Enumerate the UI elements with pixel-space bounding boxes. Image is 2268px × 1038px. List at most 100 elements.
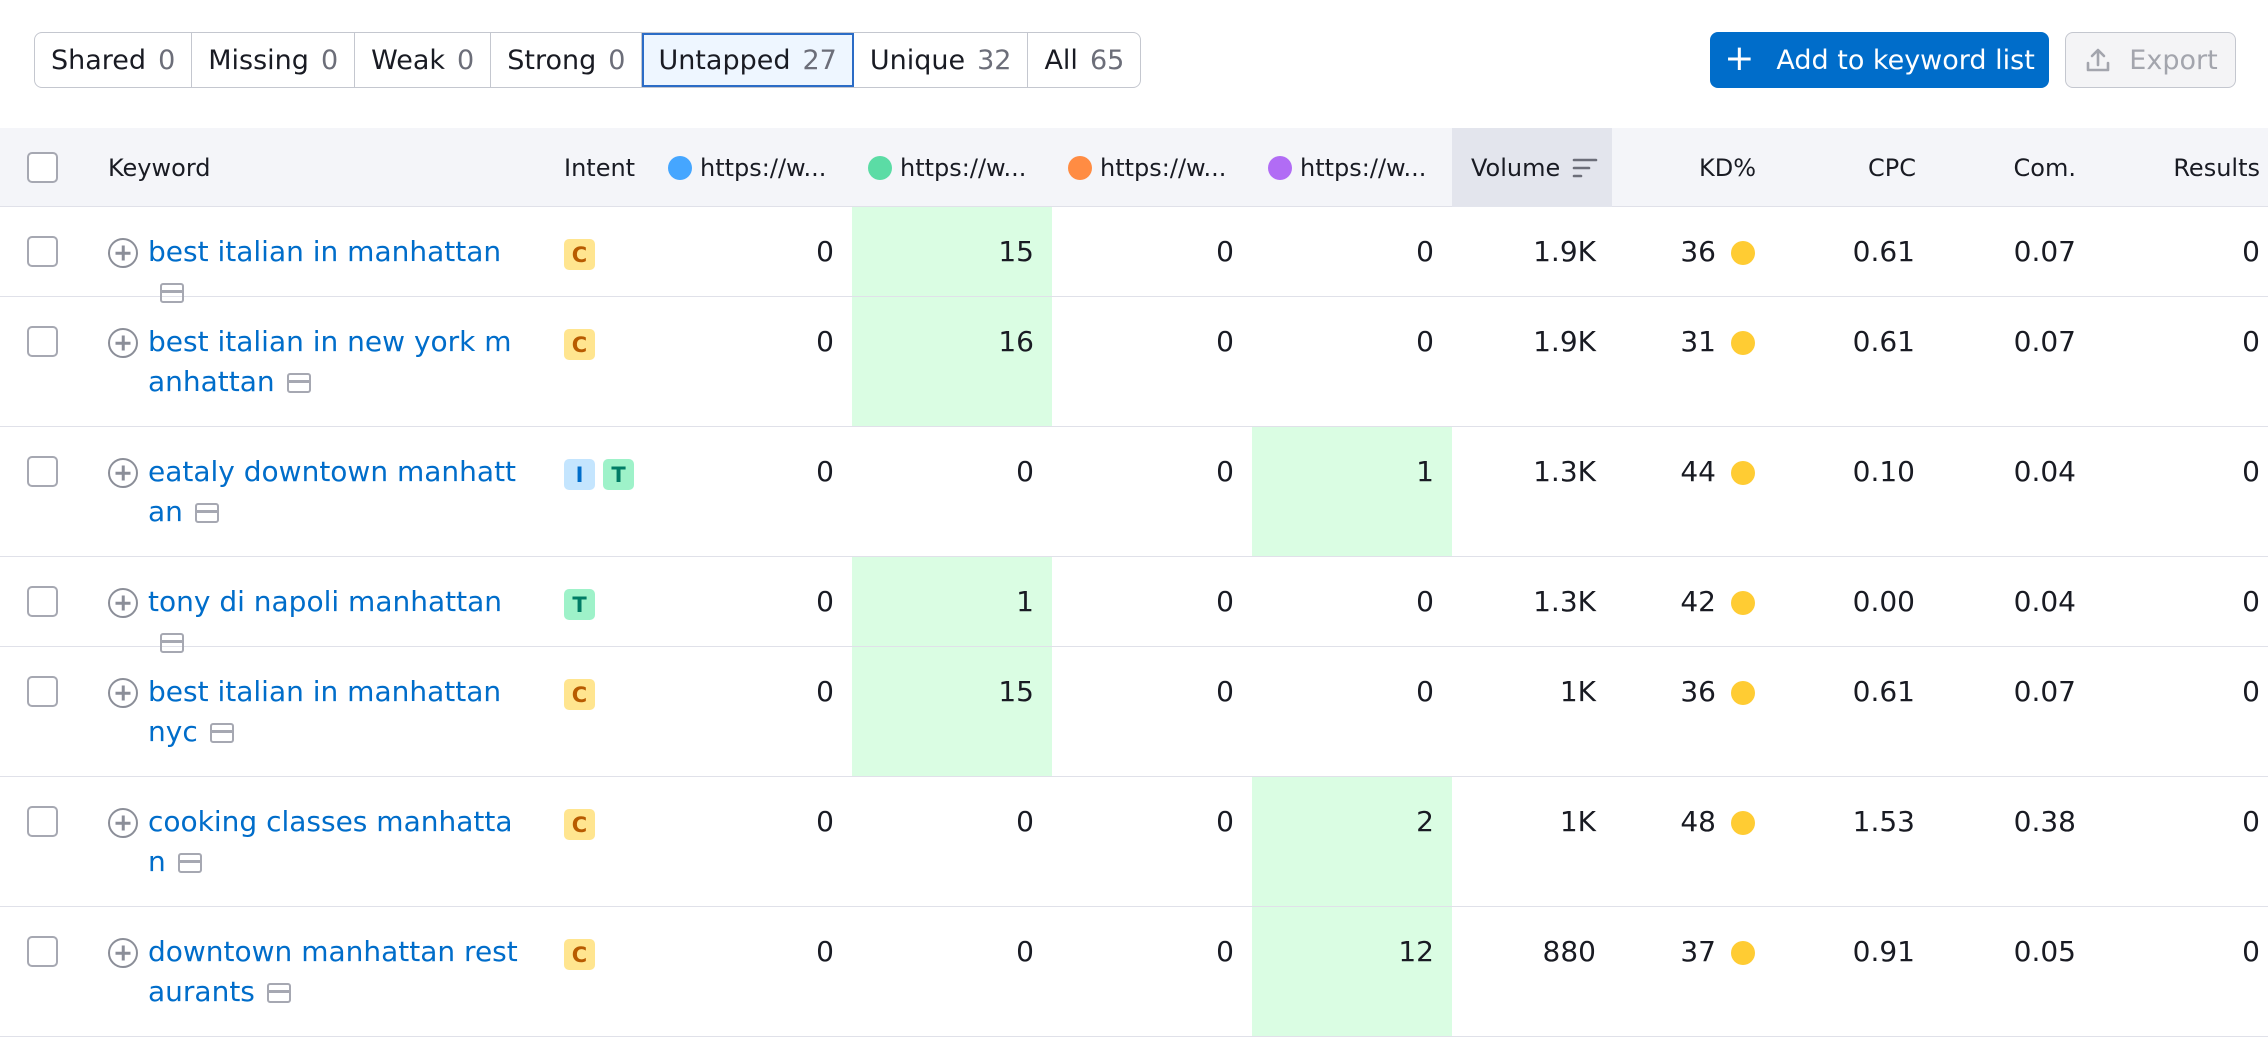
table-row: eataly downtown manhattan I T 0 0 0 1 1.3K 44 0.1… <box>0 427 2268 557</box>
results-column-header[interactable]: Results <box>2173 153 2260 182</box>
add-to-keyword-list-button[interactable]: + Add to keyword list <box>1710 32 2049 88</box>
keyword-link[interactable]: eataly downtown manhattan <box>148 455 517 528</box>
keyword-link[interactable]: tony di napoli manhattan <box>148 585 502 618</box>
keyword-link[interactable]: downtown manhattan restaurants <box>148 935 518 1008</box>
row-checkbox[interactable] <box>27 586 58 617</box>
keyword-link[interactable]: best italian in manhattan nyc <box>148 675 502 748</box>
domain-2-position: 0 <box>1016 805 1034 838</box>
intent-column-header[interactable]: Intent <box>564 153 636 182</box>
row-checkbox[interactable] <box>27 326 58 357</box>
row-checkbox[interactable] <box>27 936 58 967</box>
add-keyword-icon[interactable] <box>108 238 138 268</box>
kd-value: 36 <box>1680 235 1716 268</box>
intent-badge: C <box>564 679 595 710</box>
domain-4-position: 0 <box>1416 585 1434 618</box>
serp-features-icon[interactable] <box>286 373 311 393</box>
add-keyword-icon[interactable] <box>108 938 138 968</box>
kd-value: 44 <box>1680 455 1716 488</box>
kd-difficulty-dot-icon <box>1731 811 1755 835</box>
filter-tab-count: 0 <box>608 44 626 76</box>
domain-3-column-header[interactable]: https://w... <box>1068 128 1226 207</box>
select-all-checkbox[interactable] <box>27 152 58 183</box>
volume-value: 1.9K <box>1533 325 1596 358</box>
domain-1-label: https://w... <box>700 153 827 182</box>
filter-tab-label: Missing <box>208 44 309 76</box>
domain-4-position: 0 <box>1416 675 1434 708</box>
cpc-column-header[interactable]: CPC <box>1868 153 1916 182</box>
intent-badge: T <box>564 589 595 620</box>
serp-features-icon[interactable] <box>194 503 219 523</box>
add-keyword-icon[interactable] <box>108 458 138 488</box>
add-keyword-icon[interactable] <box>108 808 138 838</box>
kd-value: 42 <box>1680 585 1716 618</box>
com-value: 0.38 <box>2013 805 2076 838</box>
add-keyword-icon[interactable] <box>108 328 138 358</box>
serp-features-icon[interactable] <box>177 853 202 873</box>
serp-features-icon[interactable] <box>266 983 291 1003</box>
add-to-keyword-list-label: Add to keyword list <box>1776 44 2035 76</box>
keyword-column-header[interactable]: Keyword <box>108 153 211 182</box>
kd-difficulty-dot-icon <box>1731 461 1755 485</box>
domain-3-label: https://w... <box>1100 153 1227 182</box>
row-checkbox[interactable] <box>27 676 58 707</box>
keyword-cell: tony di napoli manhattan <box>108 582 528 662</box>
filter-tab-unique[interactable]: Unique 32 <box>854 33 1029 87</box>
row-checkbox[interactable] <box>27 806 58 837</box>
keyword-cell: best italian in manhattan nyc <box>108 672 528 752</box>
filter-tab-count: 0 <box>320 44 339 76</box>
best-position-highlight <box>852 297 1052 426</box>
table-row: best italian in new york manhattan C 0 16 0 0… <box>0 297 2268 427</box>
kd-column-header[interactable]: KD% <box>1698 153 1756 182</box>
volume-value: 1K <box>1559 805 1596 838</box>
domain-1-position: 0 <box>816 675 834 708</box>
filter-tab-count: 0 <box>158 44 176 76</box>
filter-tab-shared[interactable]: Shared 0 <box>35 33 193 87</box>
intent-badge: T <box>603 459 634 490</box>
export-button[interactable]: Export <box>2065 32 2236 88</box>
cpc-value: 0.00 <box>1852 585 1915 618</box>
filter-tab-strong[interactable]: Strong 0 <box>491 33 643 87</box>
plus-icon: + <box>1724 37 1755 79</box>
domain-1-column-header[interactable]: https://w... <box>668 128 826 207</box>
table-row: downtown manhattan restaurants C 0 0 0 12 880 3… <box>0 907 2268 1037</box>
add-keyword-icon[interactable] <box>108 588 138 618</box>
row-checkbox[interactable] <box>27 236 58 267</box>
results-value: 0 <box>2242 935 2260 968</box>
domain-3-position: 0 <box>1216 585 1234 618</box>
keyword-link[interactable]: cooking classes manhattan <box>148 805 513 878</box>
add-keyword-icon[interactable] <box>108 678 138 708</box>
best-position-highlight <box>1252 907 1452 1036</box>
keyword-link[interactable]: best italian in manhattan <box>148 235 502 268</box>
volume-column-header[interactable]: Volume <box>1452 128 1612 207</box>
table-row: cooking classes manhattan C 0 0 0 2 1K 48 1.53 0.… <box>0 777 2268 907</box>
volume-value: 880 <box>1542 935 1596 968</box>
filter-tab-missing[interactable]: Missing 0 <box>192 33 356 87</box>
kd-difficulty-dot-icon <box>1731 941 1755 965</box>
domain-1-position: 0 <box>816 585 834 618</box>
com-column-header[interactable]: Com. <box>2013 153 2076 182</box>
filter-tab-all[interactable]: All 65 <box>1028 33 1140 87</box>
volume-value: 1K <box>1559 675 1596 708</box>
keyword-cell: best italian in manhattan <box>108 232 528 312</box>
filter-tab-label: Unique <box>869 44 966 76</box>
filter-tab-untapped[interactable]: Untapped 27 <box>642 33 854 87</box>
row-checkbox[interactable] <box>27 456 58 487</box>
keyword-link[interactable]: best italian in new york manhattan <box>148 325 512 398</box>
keyword-cell: eataly downtown manhattan <box>108 452 528 532</box>
filter-tab-weak[interactable]: Weak 0 <box>355 33 492 87</box>
domain-4-column-header[interactable]: https://w... <box>1268 128 1426 207</box>
domain-2-column-header[interactable]: https://w... <box>868 128 1026 207</box>
domain-3-position: 0 <box>1216 675 1234 708</box>
volume-value: 1.9K <box>1533 235 1596 268</box>
domain-1-position: 0 <box>816 325 834 358</box>
domain-4-color-dot <box>1268 155 1292 180</box>
results-value: 0 <box>2242 235 2260 268</box>
serp-features-icon[interactable] <box>209 723 234 743</box>
serp-features-icon[interactable] <box>160 633 184 653</box>
volume-label: Volume <box>1471 153 1561 182</box>
domain-2-position: 1 <box>1016 585 1034 618</box>
table-row: tony di napoli manhattan T 0 1 0 0 1.3K 42 0.00 0… <box>0 557 2268 653</box>
intent-badge: C <box>564 329 595 360</box>
serp-features-icon[interactable] <box>160 283 184 303</box>
